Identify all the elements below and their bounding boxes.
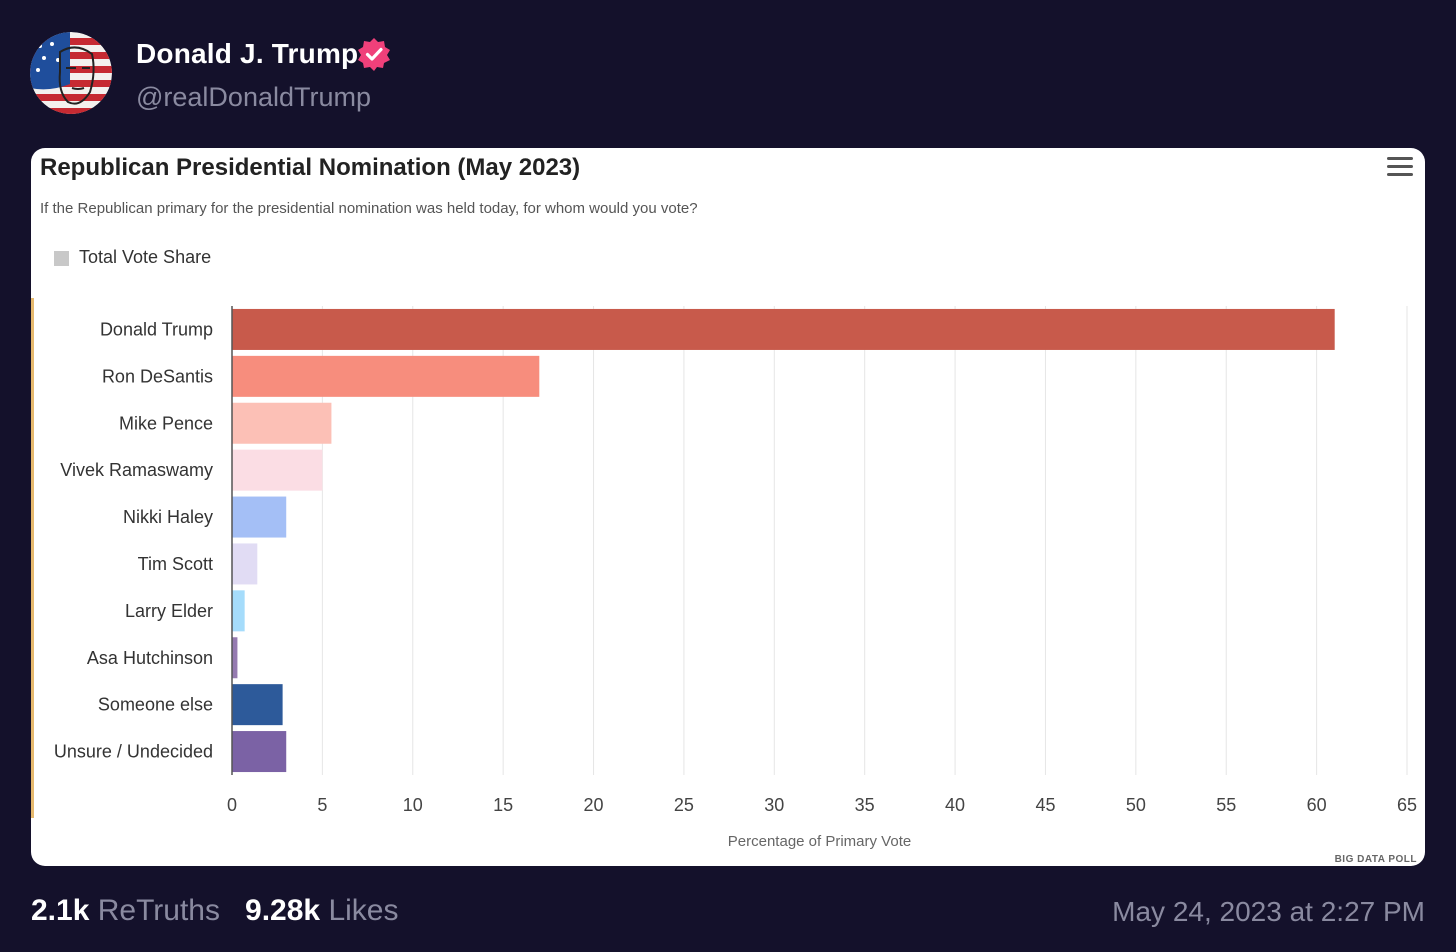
likes-label: Likes xyxy=(328,894,399,927)
bar[interactable] xyxy=(232,449,323,491)
bar[interactable] xyxy=(232,731,287,773)
x-tick-label: 30 xyxy=(764,795,784,815)
bar[interactable] xyxy=(232,684,283,726)
x-tick-label: 5 xyxy=(317,795,327,815)
bar[interactable] xyxy=(232,637,238,679)
x-tick-label: 25 xyxy=(674,795,694,815)
legend-label[interactable]: Total Vote Share xyxy=(79,247,212,267)
x-tick-label: 20 xyxy=(584,795,604,815)
x-axis-title: Percentage of Primary Vote xyxy=(728,833,911,850)
chart-title: Republican Presidential Nomination (May … xyxy=(40,154,581,181)
retruths-label: ReTruths xyxy=(97,894,220,927)
x-tick-label: 35 xyxy=(855,795,875,815)
category-label: Someone else xyxy=(98,695,213,715)
x-tick-label: 60 xyxy=(1307,795,1327,815)
x-tick-label: 45 xyxy=(1035,795,1055,815)
x-tick-label: 15 xyxy=(493,795,513,815)
likes-stat[interactable]: 9.28k Likes xyxy=(245,894,398,927)
bar[interactable] xyxy=(232,355,540,397)
chart-subtitle: If the Republican primary for the presid… xyxy=(40,200,698,217)
bar[interactable] xyxy=(232,590,245,632)
category-label: Asa Hutchinson xyxy=(87,648,213,668)
x-tick-label: 50 xyxy=(1126,795,1146,815)
retruths-count: 2.1k xyxy=(31,894,90,927)
verified-badge-icon xyxy=(358,38,390,71)
category-label: Ron DeSantis xyxy=(102,366,213,386)
likes-count: 9.28k xyxy=(245,894,321,927)
category-label: Unsure / Undecided xyxy=(54,742,213,762)
x-tick-label: 40 xyxy=(945,795,965,815)
retruths-stat[interactable]: 2.1k ReTruths xyxy=(31,894,220,927)
avatar[interactable] xyxy=(30,32,112,114)
post-timestamp[interactable]: May 24, 2023 at 2:27 PM xyxy=(1112,896,1425,927)
chart-card[interactable]: Republican Presidential Nomination (May … xyxy=(31,148,1425,866)
category-label: Mike Pence xyxy=(119,413,213,433)
bar[interactable] xyxy=(232,402,332,444)
handle[interactable]: @realDonaldTrump xyxy=(136,82,371,112)
x-tick-label: 55 xyxy=(1216,795,1236,815)
bar[interactable] xyxy=(232,543,258,585)
category-label: Nikki Haley xyxy=(123,507,213,527)
x-tick-label: 10 xyxy=(403,795,423,815)
category-label: Tim Scott xyxy=(138,554,213,574)
category-label: Larry Elder xyxy=(125,601,213,621)
category-label: Donald Trump xyxy=(100,319,213,339)
display-name[interactable]: Donald J. Trump xyxy=(136,38,359,69)
bar-chart: Donald Trump Ron DeSantis Mike Pence Vivek … xyxy=(54,306,1417,850)
watermark: BIG DATA POLL xyxy=(1334,854,1417,865)
x-tick-label: 0 xyxy=(227,795,237,815)
x-tick-label: 65 xyxy=(1397,795,1417,815)
category-label: Vivek Ramaswamy xyxy=(60,460,213,480)
legend-swatch[interactable] xyxy=(54,251,69,266)
bar[interactable] xyxy=(232,496,287,538)
card-accent-line xyxy=(31,298,34,818)
hamburger-menu-icon[interactable] xyxy=(1387,157,1413,179)
engagement-stats: 2.1k ReTruths 9.28k Likes xyxy=(31,894,398,928)
bar[interactable] xyxy=(232,308,1335,350)
